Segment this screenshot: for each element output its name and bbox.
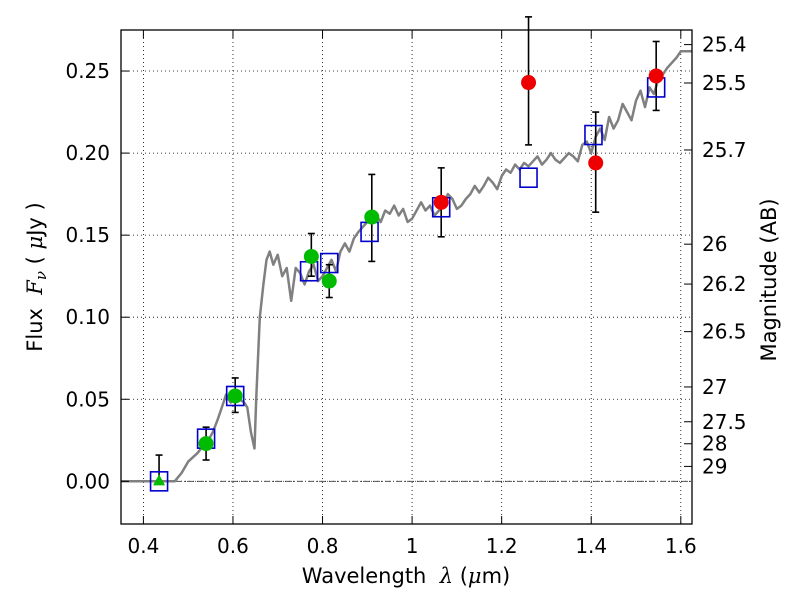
y2-tick-label: 29 (702, 454, 727, 478)
ticks-layer: 0.4 0.6 0.8 1 1.2 1.4 1.6 0.00 0.05 0.10 0.15 0.20 0… (65, 30, 747, 558)
y2-tick-label: 26.5 (702, 320, 747, 344)
upper-limit-marker (153, 474, 166, 486)
y2-tick-label: 28 (702, 432, 727, 456)
x-axis-unit-open: ( (453, 564, 468, 588)
model-photometry-square (149, 471, 169, 492)
y-axis-label-symbol: F (23, 279, 47, 296)
green-data-point (227, 388, 243, 404)
y2-tick-label: 27 (702, 375, 727, 399)
y2-tick-label: 26 (702, 232, 727, 256)
green-data-point (321, 273, 337, 289)
x-tick-label: 1 (406, 534, 419, 558)
green-data-point (198, 436, 214, 452)
red-data-point (588, 155, 604, 171)
model-photometry-square (584, 124, 603, 146)
model-photometry-square (225, 385, 245, 407)
y-tick-label: 0.10 (65, 305, 110, 329)
y-tick-label: 0.25 (65, 59, 110, 83)
plot-frame (120, 29, 693, 525)
y2-tick-label: 25.7 (702, 138, 747, 162)
x-axis-label-symbol: λ (439, 564, 453, 588)
red-data-point (521, 75, 537, 91)
x-tick-label: 0.4 (127, 534, 159, 558)
y-tick-label: 0.15 (65, 223, 110, 247)
y-axis-label-text: Flux (23, 308, 47, 352)
y-axis-label: Flux Fν ( μJy ) (23, 202, 50, 351)
x-tick-label: 0.8 (307, 534, 339, 558)
model-spectrum-line (121, 50, 692, 483)
y2-tick-label: 25.4 (702, 33, 747, 57)
model-photometry-square (319, 252, 339, 274)
y2-tick-label: 27.5 (702, 410, 747, 434)
model-spectrum-layer (121, 50, 692, 483)
y-axis-label-subscript: ν (32, 271, 50, 280)
x-axis-unit-symbol: μ (468, 564, 482, 588)
y-axis-unit-close: Jy ) (23, 202, 47, 238)
x-tick-label: 1.4 (575, 534, 607, 558)
y2-tick-label: 26.2 (702, 272, 747, 296)
model-photometry-square (519, 167, 538, 189)
y2-tick-label: 25.5 (702, 71, 747, 95)
y-axis-unit-open: ( (23, 249, 47, 271)
y-tick-label: 0.20 (65, 141, 110, 165)
green-data-point (303, 248, 319, 264)
x-tick-label: 1.2 (486, 534, 518, 558)
green-data-point (364, 209, 380, 225)
x-axis-label: Wavelength λ (μm) (302, 564, 510, 588)
x-tick-label: 1.6 (665, 534, 697, 558)
x-axis-unit-close: m) (482, 564, 511, 588)
y-axis-unit-symbol: μ (23, 236, 47, 250)
x-axis-label-text: Wavelength (302, 564, 427, 588)
y-tick-label: 0.00 (65, 469, 110, 493)
y2-axis-label: Magnitude (AB) (757, 198, 781, 361)
red-data-point (648, 68, 664, 84)
observed-points-layer (153, 68, 664, 486)
red-data-point (433, 194, 449, 210)
x-tick-label: 0.6 (217, 534, 249, 558)
y-tick-label: 0.05 (65, 387, 110, 411)
